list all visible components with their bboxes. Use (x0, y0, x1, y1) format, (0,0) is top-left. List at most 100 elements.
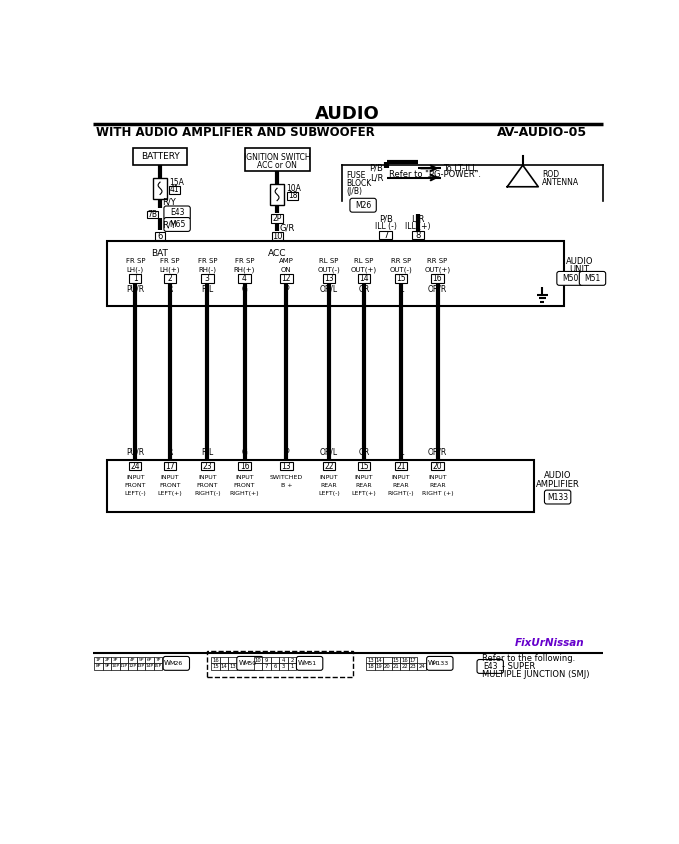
Text: M51: M51 (585, 274, 601, 283)
Text: OR/L: OR/L (320, 284, 338, 294)
Text: INPUT: INPUT (428, 474, 447, 479)
Bar (431, 274, 443, 283)
Text: 16: 16 (240, 462, 249, 471)
Bar (279, 657, 288, 663)
Bar (220, 657, 228, 663)
Text: REAR: REAR (429, 483, 446, 488)
Text: INPUT: INPUT (161, 474, 179, 479)
Text: REAR: REAR (356, 483, 372, 488)
Text: P: P (284, 284, 289, 294)
Bar (254, 663, 262, 669)
Text: R/Y: R/Y (162, 221, 176, 230)
Text: LH(-): LH(-) (127, 267, 144, 273)
Text: M51: M51 (303, 661, 316, 666)
Text: W: W (298, 660, 305, 667)
Text: OUT(+): OUT(+) (351, 267, 377, 273)
Text: RIGHT(+): RIGHT(+) (230, 491, 259, 496)
Text: OR/R: OR/R (428, 284, 447, 294)
Bar (401, 663, 409, 669)
Text: 1P: 1P (96, 658, 101, 663)
Text: INPUT: INPUT (235, 474, 254, 479)
Text: BLOCK: BLOCK (346, 179, 371, 188)
Text: 13: 13 (282, 462, 291, 471)
Text: FRONT: FRONT (197, 483, 218, 488)
Text: 11P: 11P (120, 664, 128, 668)
Bar (136, 657, 145, 663)
Text: 1: 1 (291, 664, 294, 669)
Bar (272, 232, 282, 241)
Text: G: G (242, 284, 247, 294)
Text: 2P: 2P (272, 214, 282, 223)
FancyBboxPatch shape (163, 657, 189, 670)
Text: E43: E43 (170, 208, 185, 218)
Bar (323, 274, 335, 283)
Text: 4: 4 (242, 274, 247, 283)
Text: INPUT: INPUT (198, 474, 217, 479)
Text: FUSE: FUSE (346, 171, 365, 181)
Text: ANTENNA: ANTENNA (542, 177, 579, 187)
Bar (238, 274, 251, 283)
Bar (409, 657, 418, 663)
Bar (154, 657, 162, 663)
Text: OR: OR (359, 448, 369, 457)
Text: M26: M26 (170, 661, 183, 666)
Bar (136, 663, 145, 669)
Text: 17: 17 (165, 462, 175, 471)
Text: OR/R: OR/R (428, 448, 447, 457)
Text: RL SP: RL SP (319, 258, 339, 264)
Text: AMP: AMP (279, 258, 294, 264)
Text: AUDIO: AUDIO (315, 105, 380, 122)
Text: 6: 6 (274, 664, 277, 669)
Text: 3: 3 (205, 274, 210, 283)
Text: 7: 7 (265, 664, 268, 669)
Text: INPUT: INPUT (354, 474, 373, 479)
Text: AUDIO: AUDIO (566, 257, 593, 266)
Bar (323, 462, 335, 470)
Bar (228, 663, 237, 669)
Bar (111, 657, 120, 663)
Bar (271, 214, 283, 223)
Bar (375, 663, 383, 669)
Bar (169, 186, 180, 193)
Text: 4P: 4P (130, 658, 135, 663)
Bar (280, 274, 293, 283)
Text: ILL (+): ILL (+) (405, 222, 431, 231)
Bar (279, 663, 288, 669)
Text: 24: 24 (130, 462, 140, 471)
Text: PU/R: PU/R (126, 448, 145, 457)
Bar (375, 657, 383, 663)
Text: 14: 14 (359, 274, 369, 283)
Text: 2: 2 (291, 657, 294, 663)
Bar (220, 663, 228, 669)
Text: Refer to "PG-POWER".: Refer to "PG-POWER". (388, 170, 481, 179)
Text: 9: 9 (265, 657, 268, 663)
Text: REAR: REAR (392, 483, 409, 488)
Bar (107, 241, 564, 306)
Text: P/B: P/B (369, 164, 383, 173)
Text: FixUrNissan: FixUrNissan (515, 638, 585, 648)
Text: 23: 23 (409, 664, 416, 669)
Text: LEFT(+): LEFT(+) (158, 491, 183, 496)
Text: WITH AUDIO AMPLIFIER AND SUBWOOFER: WITH AUDIO AMPLIFIER AND SUBWOOFER (96, 126, 375, 138)
Text: 9P: 9P (105, 664, 109, 668)
Text: R: R (168, 284, 173, 294)
FancyBboxPatch shape (426, 657, 453, 670)
Text: 13P: 13P (137, 664, 145, 668)
Bar (254, 657, 262, 663)
Text: 21: 21 (392, 664, 399, 669)
Bar (153, 177, 167, 199)
Text: 12: 12 (282, 274, 291, 283)
Text: BAT: BAT (151, 249, 168, 258)
Text: 7B: 7B (147, 210, 158, 219)
Text: OUT(+): OUT(+) (424, 267, 451, 273)
Text: W: W (238, 660, 245, 667)
Text: 8: 8 (416, 230, 421, 240)
Bar (392, 657, 401, 663)
Bar (412, 231, 424, 240)
Text: ILL (-): ILL (-) (375, 222, 397, 231)
Text: M50: M50 (562, 274, 579, 283)
Text: 17: 17 (409, 657, 416, 663)
Text: 14P: 14P (145, 664, 153, 668)
Bar (392, 663, 401, 669)
Text: FRONT: FRONT (234, 483, 255, 488)
